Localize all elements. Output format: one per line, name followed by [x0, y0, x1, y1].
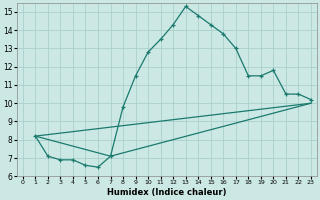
X-axis label: Humidex (Indice chaleur): Humidex (Indice chaleur) — [107, 188, 227, 197]
